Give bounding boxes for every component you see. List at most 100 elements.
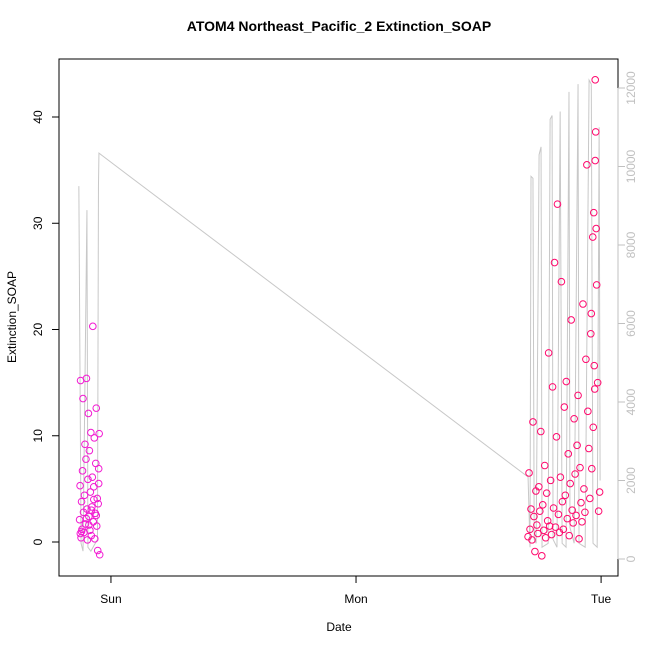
y2-tick-label: 0	[624, 555, 638, 562]
y-tick-label: 30	[31, 216, 45, 230]
point	[539, 526, 548, 535]
point	[591, 128, 600, 136]
point	[561, 491, 570, 500]
point	[592, 281, 601, 289]
point	[89, 495, 98, 504]
point	[93, 546, 102, 555]
point	[533, 521, 541, 529]
x-tick-label: Mon	[344, 592, 367, 606]
point	[537, 427, 545, 436]
point	[82, 514, 91, 523]
point	[85, 446, 94, 455]
point	[541, 533, 550, 542]
point	[578, 518, 586, 526]
point	[571, 470, 579, 478]
y-tick-label: 10	[31, 429, 45, 443]
altitude-line	[78, 78, 601, 553]
point	[89, 322, 97, 331]
point	[76, 481, 84, 490]
point	[543, 516, 552, 525]
point	[582, 355, 590, 364]
point	[84, 475, 92, 484]
point	[570, 414, 578, 423]
point	[559, 525, 568, 534]
point	[590, 361, 599, 370]
point	[550, 258, 559, 267]
point	[86, 526, 94, 535]
point	[77, 497, 86, 506]
y2-tick-label: 10000	[624, 149, 638, 183]
point	[577, 498, 585, 507]
point	[548, 383, 557, 391]
point	[87, 506, 96, 514]
point	[75, 515, 84, 524]
point	[528, 536, 536, 544]
point	[534, 529, 542, 538]
point	[93, 494, 102, 503]
point	[585, 444, 593, 453]
point	[80, 491, 89, 500]
point	[87, 428, 95, 437]
point	[560, 403, 569, 411]
point	[540, 461, 549, 470]
point	[581, 508, 589, 517]
y-tick-label: 20	[31, 323, 45, 337]
point	[542, 489, 551, 497]
point	[82, 455, 90, 463]
point	[580, 485, 588, 493]
point	[551, 523, 560, 531]
point	[594, 507, 603, 515]
y2-tick-label: 12000	[624, 71, 638, 105]
y-tick-label: 40	[31, 110, 45, 124]
point	[81, 440, 89, 449]
point	[547, 530, 556, 539]
point	[83, 505, 91, 513]
x-axis-label: Date	[326, 620, 352, 634]
chart-title: ATOM4 Northeast_Pacific_2 Extinction_SOA…	[187, 18, 491, 34]
point	[82, 374, 91, 383]
point	[563, 514, 572, 523]
point	[527, 505, 535, 513]
point	[592, 224, 600, 233]
point	[562, 377, 571, 386]
y-axis-label: Extinction_SOAP	[5, 271, 19, 363]
point	[569, 519, 577, 527]
point	[94, 479, 103, 488]
point	[587, 464, 596, 473]
point	[586, 329, 595, 338]
point	[589, 208, 598, 217]
point	[85, 521, 93, 529]
point	[573, 441, 581, 450]
point	[79, 394, 87, 403]
point	[85, 512, 93, 521]
point	[94, 499, 103, 508]
point	[558, 497, 567, 506]
point	[552, 433, 561, 441]
y2-tick-label: 2000	[624, 467, 638, 494]
point	[90, 535, 99, 543]
point	[566, 479, 575, 488]
point	[531, 547, 539, 556]
point	[587, 309, 596, 318]
point	[95, 429, 103, 438]
point	[591, 156, 600, 165]
point	[575, 535, 583, 543]
point	[589, 423, 598, 432]
point	[568, 506, 576, 514]
y2-tick-label: 4000	[624, 388, 638, 415]
point	[557, 277, 566, 286]
y-tick-label: 0	[31, 538, 45, 545]
point	[92, 511, 101, 520]
point	[92, 522, 101, 530]
point	[574, 391, 582, 400]
point	[576, 463, 584, 472]
point	[81, 520, 90, 528]
y2-tick-label: 6000	[624, 310, 638, 337]
point	[590, 385, 599, 393]
point	[572, 511, 580, 520]
point	[567, 316, 575, 324]
point	[564, 450, 573, 458]
point	[546, 476, 555, 485]
point	[535, 482, 543, 491]
